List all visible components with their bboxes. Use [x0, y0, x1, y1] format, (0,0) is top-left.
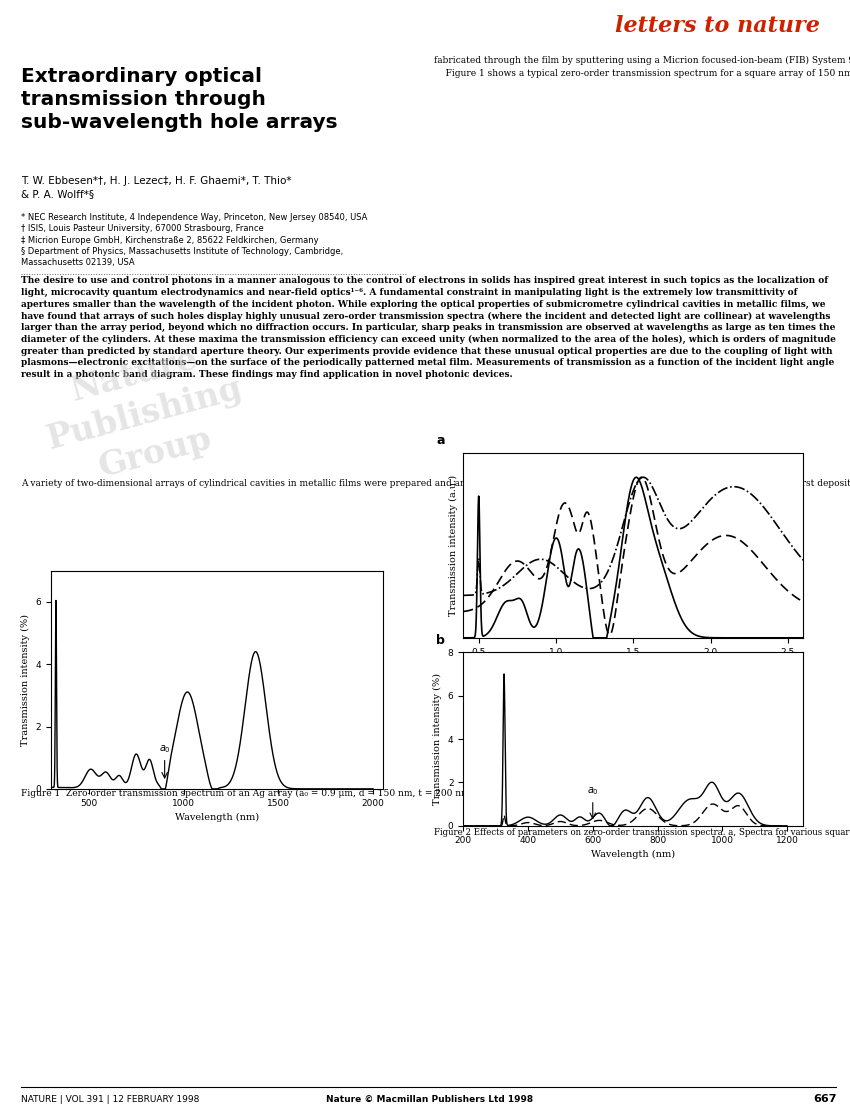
X-axis label: Wavelength (nm): Wavelength (nm) [592, 850, 675, 859]
Text: b: b [436, 633, 445, 647]
Text: $a_0$: $a_0$ [586, 784, 598, 797]
Text: Nature © Macmillan Publishers Ltd 1998: Nature © Macmillan Publishers Ltd 1998 [326, 1094, 533, 1104]
Text: Figure 1  Zero-order transmission spectrum of an Ag array (a₀ = 0.9 μm, d = 150 : Figure 1 Zero-order transmission spectru… [21, 789, 476, 798]
Text: letters to nature: letters to nature [615, 15, 820, 37]
Text: Extraordinary optical
transmission through
sub-wavelength hole arrays: Extraordinary optical transmission throu… [21, 67, 337, 132]
Text: Nature
Publishing
Group: Nature Publishing Group [32, 332, 257, 496]
Text: $a_0$: $a_0$ [159, 743, 171, 754]
Text: NATURE | VOL 391 | 12 FEBRUARY 1998: NATURE | VOL 391 | 12 FEBRUARY 1998 [21, 1094, 200, 1104]
Text: fabricated through the film by sputtering using a Micrion focused-ion-beam (FIB): fabricated through the film by sputterin… [434, 56, 850, 77]
Text: * NEC Research Institute, 4 Independence Way, Princeton, New Jersey 08540, USA
†: * NEC Research Institute, 4 Independence… [21, 213, 367, 267]
Text: The desire to use and control photons in a manner analogous to the control of el: The desire to use and control photons in… [21, 276, 836, 379]
Text: A variety of two-dimensional arrays of cylindrical cavities in metallic films we: A variety of two-dimensional arrays of c… [21, 479, 850, 488]
Y-axis label: Transmission intensity (%): Transmission intensity (%) [21, 614, 30, 745]
Text: T. W. Ebbesen*†, H. J. Lezec‡, H. F. Ghaemi*, T. Thio*
& P. A. Wolff*§: T. W. Ebbesen*†, H. J. Lezec‡, H. F. Gha… [21, 176, 292, 199]
X-axis label: Wavelength (nm): Wavelength (nm) [175, 814, 258, 822]
Text: a: a [436, 434, 445, 446]
Y-axis label: Transmission intensity (%): Transmission intensity (%) [434, 674, 442, 805]
Text: Figure 2 Effects of parameters on zero-order transmission spectra. a, Spectra fo: Figure 2 Effects of parameters on zero-o… [434, 828, 850, 837]
X-axis label: Wavelength/period: Wavelength/period [586, 662, 680, 671]
Text: 667: 667 [813, 1094, 837, 1104]
Y-axis label: Transmission intensity (a.u.): Transmission intensity (a.u.) [449, 474, 457, 617]
